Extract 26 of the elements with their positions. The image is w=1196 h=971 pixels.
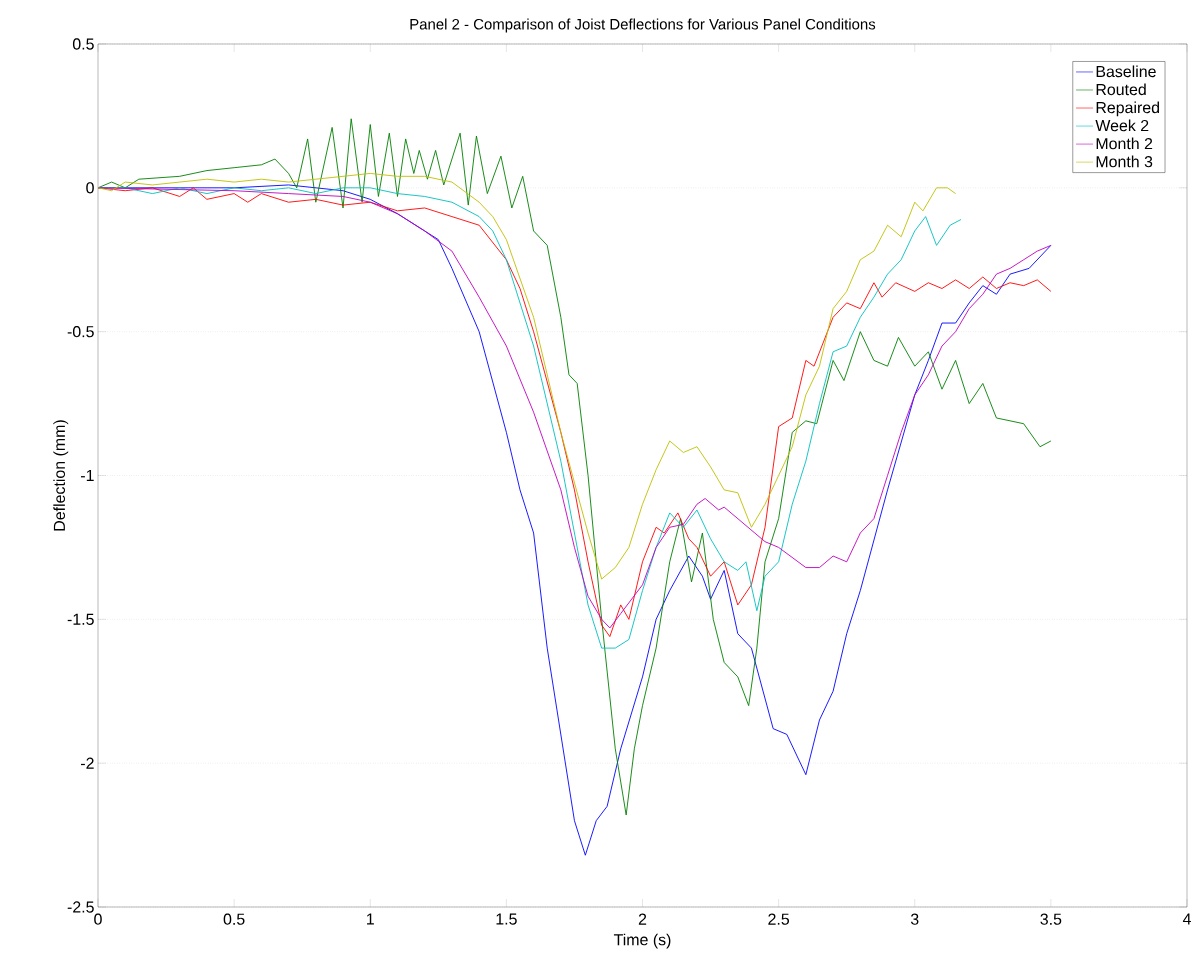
x-tick-label: 4 <box>1182 913 1191 925</box>
y-tick-label: -1.5 <box>67 613 94 625</box>
y-tick-label: -0.5 <box>67 326 94 338</box>
x-tick-label: 2.5 <box>768 913 790 925</box>
line-series <box>98 172 957 580</box>
legend-label: Month 2 <box>1096 137 1153 150</box>
legend-label: Routed <box>1096 83 1146 96</box>
x-tick-label: 0 <box>94 913 102 925</box>
x-axis-title: Time (s) <box>613 933 671 949</box>
y-axis-title: Deflection (mm) <box>53 420 69 531</box>
y-tick-label: -2.5 <box>67 901 94 913</box>
x-tick-label: 1.5 <box>496 913 517 925</box>
y-tick-label: -2 <box>81 757 94 769</box>
x-tick-label: 0.5 <box>223 913 245 925</box>
x-tick-label: 1 <box>367 913 374 925</box>
y-tick-label: 0.5 <box>72 38 94 50</box>
x-tick-label: 3 <box>910 913 919 925</box>
chart-title: Panel 2 - Comparison of Joist Deflections for Various Panel Conditions <box>410 18 876 33</box>
legend-label: Baseline <box>1096 65 1156 78</box>
x-tick-label: 3.5 <box>1040 913 1062 925</box>
y-tick-label: 0 <box>86 182 94 194</box>
y-tick-label: -1 <box>81 470 94 481</box>
x-tick-label: 2 <box>638 913 647 925</box>
legend-label: Month 3 <box>1096 155 1153 168</box>
legend-label: Repaired <box>1096 101 1160 117</box>
legend-label: Week 2 <box>1095 119 1149 132</box>
